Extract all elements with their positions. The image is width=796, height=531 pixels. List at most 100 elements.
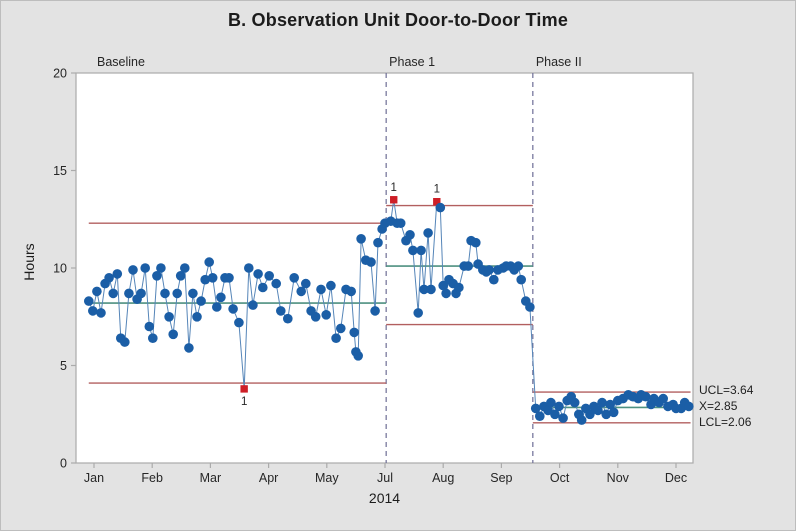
data-point bbox=[296, 286, 307, 297]
data-point bbox=[471, 237, 481, 248]
data-point bbox=[454, 282, 464, 293]
data-point bbox=[144, 321, 155, 332]
data-point bbox=[321, 310, 332, 320]
data-point bbox=[92, 286, 102, 297]
data-point bbox=[120, 337, 130, 347]
data-point bbox=[576, 415, 587, 425]
data-point bbox=[248, 300, 258, 310]
phase-label: Baseline bbox=[97, 55, 145, 69]
data-point bbox=[353, 351, 364, 361]
x-tick-label: Jan bbox=[84, 471, 104, 485]
data-point bbox=[366, 257, 376, 267]
data-point bbox=[513, 261, 524, 271]
y-tick-label: 10 bbox=[53, 262, 67, 276]
data-point bbox=[112, 269, 123, 279]
data-point bbox=[608, 407, 619, 418]
data-point bbox=[96, 308, 106, 318]
data-point bbox=[530, 403, 541, 414]
chart-title: B. Observation Unit Door-to-Door Time bbox=[227, 10, 569, 30]
data-point bbox=[175, 271, 186, 281]
data-point bbox=[658, 393, 668, 404]
data-point bbox=[426, 284, 436, 295]
data-point bbox=[356, 234, 366, 244]
data-point bbox=[108, 288, 118, 299]
data-point bbox=[441, 288, 451, 299]
data-point bbox=[597, 397, 607, 408]
data-point bbox=[435, 202, 446, 213]
data-point bbox=[136, 288, 146, 299]
x-tick-label: Mar bbox=[200, 471, 222, 485]
data-point bbox=[276, 306, 286, 316]
data-point bbox=[525, 302, 535, 312]
out-of-control-label: 1 bbox=[241, 396, 247, 408]
data-point bbox=[224, 273, 234, 283]
x-tick-label: Sep bbox=[490, 471, 512, 485]
data-point bbox=[301, 278, 311, 289]
phase-label: Phase 1 bbox=[389, 55, 435, 69]
data-point bbox=[601, 409, 611, 420]
out-of-control-label: 1 bbox=[434, 184, 440, 196]
data-point bbox=[558, 413, 568, 423]
plot-area bbox=[75, 72, 694, 464]
x-tick-label: Aug bbox=[432, 471, 454, 485]
data-point bbox=[228, 304, 238, 314]
data-point bbox=[140, 263, 150, 273]
x-tick-label: May bbox=[315, 471, 339, 485]
data-point bbox=[346, 286, 357, 297]
data-point bbox=[253, 269, 263, 279]
data-point bbox=[310, 312, 321, 322]
data-point bbox=[200, 274, 210, 285]
data-point bbox=[484, 265, 495, 275]
data-point bbox=[212, 302, 222, 312]
data-point bbox=[204, 257, 214, 267]
data-point bbox=[605, 399, 615, 410]
data-point bbox=[234, 317, 244, 328]
data-point bbox=[336, 323, 346, 334]
data-point bbox=[438, 280, 449, 291]
data-point bbox=[640, 391, 651, 402]
control-limit-annotations: UCL=3.64 X=2.85 LCL=2.06 bbox=[699, 382, 753, 430]
data-point bbox=[326, 280, 336, 291]
data-point bbox=[546, 397, 556, 408]
data-point bbox=[405, 230, 415, 240]
data-point bbox=[164, 312, 174, 322]
data-point bbox=[180, 263, 190, 273]
x-axis-title: 2014 bbox=[368, 490, 401, 506]
data-point bbox=[408, 245, 418, 256]
data-point bbox=[188, 288, 198, 299]
data-point bbox=[244, 263, 254, 273]
data-point bbox=[684, 401, 694, 412]
data-point bbox=[516, 274, 526, 285]
data-point bbox=[349, 327, 360, 338]
data-point bbox=[569, 397, 580, 408]
x-tick-label: Feb bbox=[141, 471, 163, 485]
x-tick-label: Oct bbox=[550, 471, 570, 485]
data-point bbox=[395, 218, 406, 228]
mean-annotation: X=2.85 bbox=[699, 399, 738, 413]
data-point bbox=[104, 273, 114, 283]
data-point bbox=[593, 405, 603, 416]
data-point bbox=[216, 292, 226, 303]
phase-label: Phase II bbox=[536, 55, 582, 69]
ucl-annotation: UCL=3.64 bbox=[699, 383, 754, 397]
out-of-control-point bbox=[433, 198, 441, 206]
data-point bbox=[423, 228, 433, 238]
data-point bbox=[184, 343, 194, 353]
data-point bbox=[585, 409, 595, 420]
data-point bbox=[554, 401, 564, 412]
x-tick-label: Nov bbox=[607, 471, 630, 485]
lcl-annotation: LCL=2.06 bbox=[699, 415, 752, 429]
data-point bbox=[84, 296, 94, 306]
data-point bbox=[192, 312, 202, 322]
data-point bbox=[489, 274, 499, 285]
data-point bbox=[413, 308, 424, 318]
data-point bbox=[331, 333, 341, 344]
data-point bbox=[172, 288, 182, 299]
data-point bbox=[124, 288, 134, 299]
data-point bbox=[463, 261, 474, 271]
data-point bbox=[370, 306, 380, 316]
data-point bbox=[128, 265, 138, 275]
data-point bbox=[264, 271, 275, 281]
